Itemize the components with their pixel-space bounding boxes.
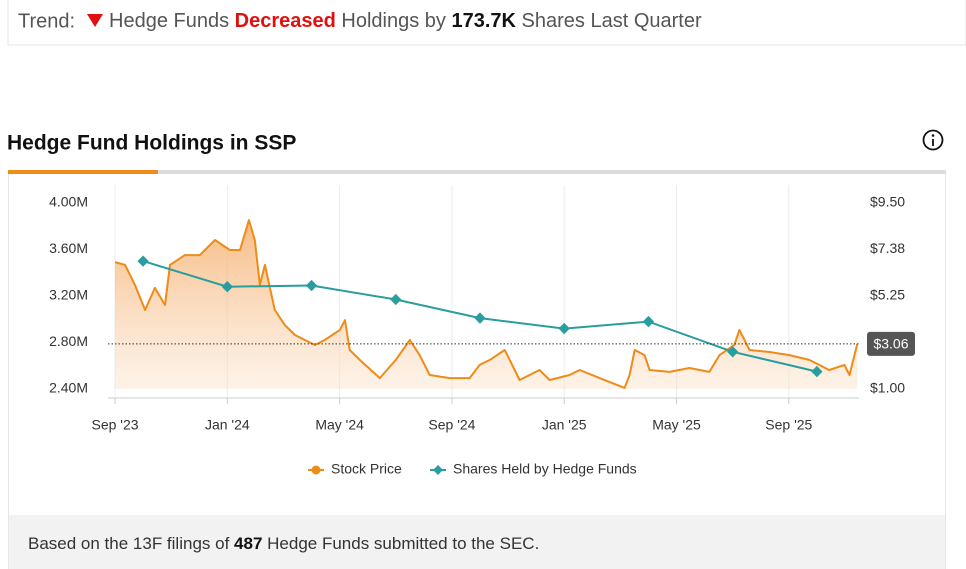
current-price-badge — [867, 331, 915, 356]
holdings-point — [474, 312, 486, 324]
legend-swatch-marker — [433, 465, 443, 475]
y-tick-label: 2.80M — [49, 333, 88, 349]
info-icon[interactable] — [922, 129, 944, 151]
y2-tick-label: $1.00 — [870, 380, 905, 396]
tab-track — [8, 170, 946, 174]
trend-text: Hedge Funds Decreased Holdings by 173.7K… — [109, 10, 702, 32]
trend-text-2: Holdings by — [341, 10, 446, 32]
holdings-point — [221, 281, 233, 293]
holdings-point — [727, 346, 739, 358]
trend-down-icon — [87, 14, 103, 27]
holdings-point — [390, 293, 402, 306]
holdings-point — [305, 279, 318, 292]
x-tick-label: Jan '24 — [205, 417, 250, 433]
chart-title: Hedge Fund Holdings in SSP — [7, 132, 296, 155]
y-tick-label: 2.40M — [49, 380, 88, 396]
trend-banner — [7, 0, 966, 46]
footer-text-2: Hedge Funds submitted to the SEC. — [267, 534, 539, 553]
price-line — [114, 219, 859, 389]
x-tick-label: Jan '25 — [542, 417, 587, 433]
legend-swatch-marker — [311, 465, 321, 475]
y2-tick-label: $9.50 — [870, 194, 905, 210]
holdings-point — [137, 255, 149, 267]
tab-indicator — [8, 170, 158, 174]
x-tick-label: May '24 — [315, 417, 364, 433]
y-tick-label: 3.60M — [49, 240, 88, 256]
x-tick-label: May '25 — [652, 417, 701, 433]
footer-count: 487 — [234, 534, 262, 553]
x-tick-label: Sep '24 — [428, 417, 475, 433]
y-tick-label: 4.00M — [49, 194, 88, 210]
footer-text: Based on the 13F filings of 487 Hedge Fu… — [28, 534, 539, 553]
y2-tick-label: $7.38 — [870, 240, 905, 256]
holdings-point — [811, 365, 823, 378]
footer-text-1: Based on the 13F filings of — [28, 534, 230, 553]
chart: Sep '23 Jan '24 May '24 Sep '24 Jan '25 May '… — [49, 185, 915, 477]
legend-label: Shares Held by Hedge Funds — [453, 461, 637, 477]
footer-box — [9, 515, 945, 569]
trend-text-3: Shares Last Quarter — [522, 10, 702, 32]
y2-tick-label: $5.25 — [870, 287, 905, 303]
trend-label: Trend: — [18, 10, 75, 32]
holdings-point — [642, 315, 655, 328]
holdings-point — [558, 322, 570, 335]
legend-label: Stock Price — [331, 461, 402, 477]
x-tick-label: Sep '23 — [91, 417, 138, 433]
current-price-label: $3.06 — [873, 336, 908, 352]
trend-text-1: Hedge Funds — [109, 10, 229, 32]
price-area — [115, 220, 858, 389]
x-tick-label: Sep '25 — [765, 417, 812, 433]
y-tick-label: 3.20M — [49, 287, 88, 303]
trend-amount: 173.7K — [451, 10, 516, 32]
trend-change: Decreased — [235, 10, 336, 32]
